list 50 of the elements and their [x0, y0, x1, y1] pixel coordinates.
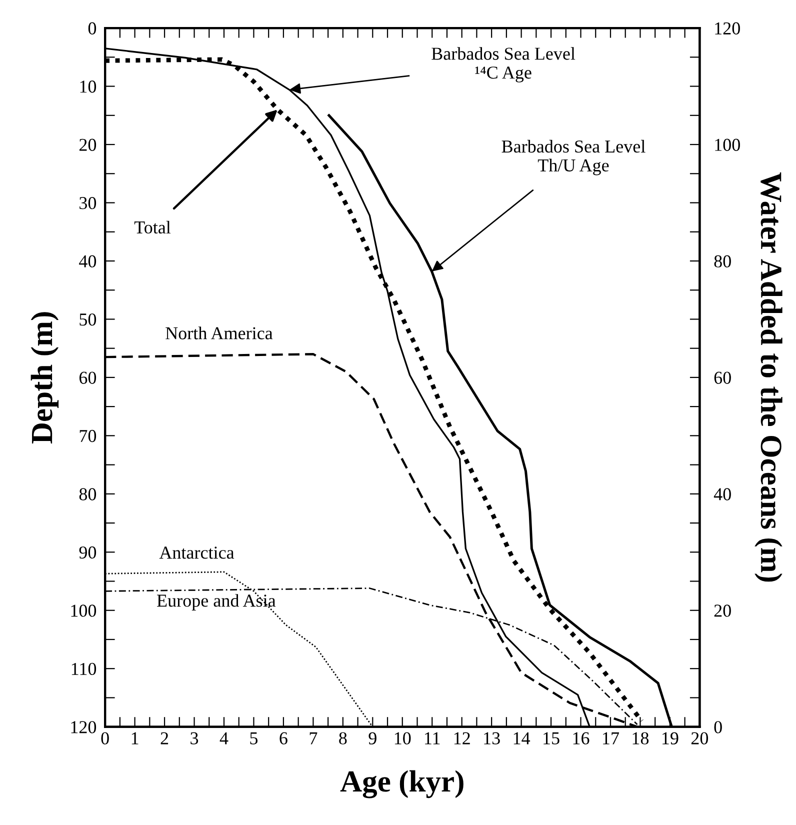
y2-tick-label: 40 — [714, 488, 731, 500]
y2-tick-label: 100 — [715, 138, 740, 151]
y2-tick-label: 60 — [714, 372, 731, 384]
y2-axis-title: Water Added to the Oceans (m) — [754, 172, 782, 582]
y-tick-label: 100 — [71, 604, 96, 617]
x-tick-label: 20 — [691, 732, 708, 744]
x-tick-label: 1 — [132, 732, 138, 744]
x-tick-label: 16 — [573, 732, 590, 744]
x-tick-label: 7 — [310, 732, 318, 744]
y-tick-label: 90 — [79, 546, 96, 559]
y-tick-label: 40 — [79, 255, 96, 268]
x-tick-label: 6 — [280, 732, 288, 744]
y-tick-label: 50 — [80, 313, 96, 326]
x-tick-label: 10 — [394, 732, 411, 744]
series-label: Europe and Asia — [157, 594, 276, 610]
x-tick-label: 12 — [454, 732, 470, 744]
annotation: Barbados Sea Level ¹⁴C Age — [432, 47, 576, 82]
x-tick-label: 3 — [190, 732, 198, 744]
series-label: North America — [166, 326, 273, 340]
y-tick-label: 80 — [79, 488, 96, 500]
x-tick-label: 19 — [662, 732, 678, 744]
x-tick-label: 17 — [603, 732, 619, 744]
x-tick-label: 11 — [425, 732, 440, 744]
x-tick-label: 13 — [484, 732, 500, 744]
y-axis-title: Depth (m) — [30, 312, 59, 444]
x-tick-label: 9 — [368, 732, 376, 744]
x-tick-label: 15 — [544, 732, 560, 744]
y2-tick-label: 0 — [714, 721, 722, 734]
y-tick-label: 10 — [80, 80, 96, 93]
x-tick-label: 0 — [101, 732, 109, 744]
annotation: Barbados Sea Level Th/U Age — [502, 140, 646, 176]
series-label: Antarctica — [159, 546, 234, 559]
x-tick-label: 5 — [250, 732, 258, 744]
annotation: Total — [134, 220, 171, 234]
y2-tick-label: 120 — [715, 22, 740, 34]
y-tick-label: 20 — [79, 138, 96, 151]
x-tick-label: 8 — [339, 732, 347, 744]
x-tick-label: 4 — [220, 732, 228, 744]
y2-tick-label: 80 — [714, 255, 731, 268]
x-tick-label: 14 — [514, 732, 530, 744]
y-tick-label: 110 — [72, 662, 96, 676]
y-tick-label: 0 — [88, 22, 96, 34]
y2-tick-label: 20 — [714, 604, 731, 617]
x-tick-label: 2 — [160, 732, 168, 744]
x-tick-label: 18 — [632, 732, 649, 744]
x-axis-title: Age (kyr) — [340, 770, 464, 798]
y-tick-label: 70 — [80, 430, 96, 442]
y-tick-label: 120 — [71, 721, 96, 734]
y-tick-label: 60 — [79, 372, 96, 384]
y-tick-label: 30 — [80, 197, 96, 210]
